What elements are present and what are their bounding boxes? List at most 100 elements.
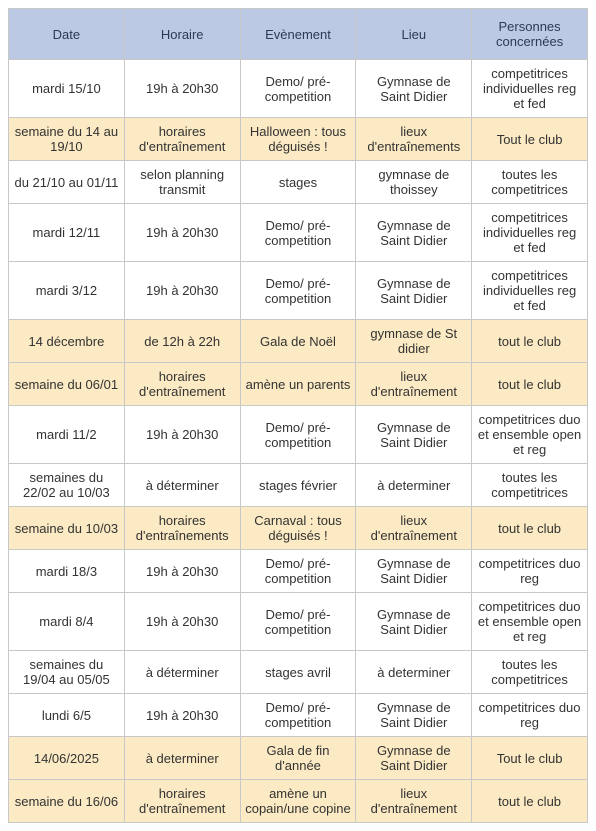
cell-personnes: Tout le club	[472, 118, 588, 161]
cell-lieu: Gymnase de Saint Didier	[356, 593, 472, 651]
cell-horaire: de 12h à 22h	[124, 320, 240, 363]
table-row: mardi 12/1119h à 20h30Demo/ pré-competit…	[9, 204, 588, 262]
table-row: lundi 6/519h à 20h30Demo/ pré-competitio…	[9, 694, 588, 737]
cell-evenement: Demo/ pré-competition	[240, 694, 356, 737]
cell-date: semaine du 16/06	[9, 780, 125, 823]
cell-date: mardi 12/11	[9, 204, 125, 262]
cell-lieu: Gymnase de Saint Didier	[356, 60, 472, 118]
cell-date: semaines du 19/04 au 05/05	[9, 651, 125, 694]
cell-horaire: 19h à 20h30	[124, 550, 240, 593]
cell-personnes: competitrices duo et ensemble open et re…	[472, 593, 588, 651]
cell-lieu: lieux d'entraînement	[356, 507, 472, 550]
cell-horaire: à déterminer	[124, 464, 240, 507]
cell-horaire: à déterminer	[124, 651, 240, 694]
table-row: semaine du 16/06horaires d'entraînementa…	[9, 780, 588, 823]
cell-date: mardi 3/12	[9, 262, 125, 320]
table-row: du 21/10 au 01/11selon planning transmit…	[9, 161, 588, 204]
cell-evenement: amène un parents	[240, 363, 356, 406]
col-header-lieu: Lieu	[356, 9, 472, 60]
cell-horaire: 19h à 20h30	[124, 262, 240, 320]
table-row: semaines du 22/02 au 10/03à déterminerst…	[9, 464, 588, 507]
cell-evenement: stages avril	[240, 651, 356, 694]
cell-evenement: Carnaval : tous déguisés !	[240, 507, 356, 550]
cell-personnes: competitrices individuelles reg et fed	[472, 262, 588, 320]
cell-date: semaine du 14 au 19/10	[9, 118, 125, 161]
cell-lieu: Gymnase de Saint Didier	[356, 694, 472, 737]
col-header-date: Date	[9, 9, 125, 60]
cell-personnes: competitrices duo et ensemble open et re…	[472, 406, 588, 464]
col-header-horaire: Horaire	[124, 9, 240, 60]
cell-personnes: competitrices duo reg	[472, 694, 588, 737]
cell-horaire: horaires d'entraînement	[124, 780, 240, 823]
cell-personnes: competitrices individuelles reg et fed	[472, 204, 588, 262]
cell-evenement: Demo/ pré-competition	[240, 262, 356, 320]
cell-lieu: Gymnase de Saint Didier	[356, 262, 472, 320]
table-row: 14/06/2025à determinerGala de fin d'anné…	[9, 737, 588, 780]
cell-horaire: 19h à 20h30	[124, 694, 240, 737]
cell-evenement: stages	[240, 161, 356, 204]
cell-lieu: à determiner	[356, 651, 472, 694]
cell-lieu: lieux d'entraînements	[356, 118, 472, 161]
cell-lieu: gymnase de St didier	[356, 320, 472, 363]
table-row: mardi 3/1219h à 20h30Demo/ pré-competiti…	[9, 262, 588, 320]
table-header: DateHoraireEvènementLieuPersonnes concer…	[9, 9, 588, 60]
cell-personnes: tout le club	[472, 363, 588, 406]
cell-personnes: toutes les competitrices	[472, 161, 588, 204]
table-row: semaine du 06/01horaires d'entraînementa…	[9, 363, 588, 406]
cell-date: semaine du 06/01	[9, 363, 125, 406]
cell-horaire: 19h à 20h30	[124, 593, 240, 651]
cell-personnes: tout le club	[472, 780, 588, 823]
cell-horaire: 19h à 20h30	[124, 60, 240, 118]
cell-date: du 21/10 au 01/11	[9, 161, 125, 204]
schedule-table: DateHoraireEvènementLieuPersonnes concer…	[8, 8, 588, 823]
cell-evenement: Gala de fin d'année	[240, 737, 356, 780]
cell-lieu: Gymnase de Saint Didier	[356, 406, 472, 464]
table-row: mardi 8/419h à 20h30Demo/ pré-competitio…	[9, 593, 588, 651]
cell-horaire: à determiner	[124, 737, 240, 780]
cell-evenement: Halloween : tous déguisés !	[240, 118, 356, 161]
cell-date: 14/06/2025	[9, 737, 125, 780]
cell-lieu: lieux d'entraînement	[356, 780, 472, 823]
cell-evenement: stages février	[240, 464, 356, 507]
table-body: mardi 15/1019h à 20h30Demo/ pré-competit…	[9, 60, 588, 823]
cell-evenement: Gala de Noël	[240, 320, 356, 363]
cell-evenement: Demo/ pré-competition	[240, 204, 356, 262]
cell-horaire: 19h à 20h30	[124, 204, 240, 262]
cell-personnes: tout le club	[472, 507, 588, 550]
table-row: mardi 15/1019h à 20h30Demo/ pré-competit…	[9, 60, 588, 118]
cell-date: semaines du 22/02 au 10/03	[9, 464, 125, 507]
col-header-evenement: Evènement	[240, 9, 356, 60]
table-row: 14 décembrede 12h à 22hGala de Noëlgymna…	[9, 320, 588, 363]
cell-lieu: gymnase de thoissey	[356, 161, 472, 204]
cell-evenement: Demo/ pré-competition	[240, 550, 356, 593]
cell-date: mardi 15/10	[9, 60, 125, 118]
col-header-personnes: Personnes concernées	[472, 9, 588, 60]
table-row: semaine du 10/03horaires d'entraînements…	[9, 507, 588, 550]
cell-lieu: Gymnase de Saint Didier	[356, 737, 472, 780]
cell-lieu: à determiner	[356, 464, 472, 507]
cell-lieu: Gymnase de Saint Didier	[356, 550, 472, 593]
cell-horaire: 19h à 20h30	[124, 406, 240, 464]
table-row: semaine du 14 au 19/10horaires d'entraîn…	[9, 118, 588, 161]
cell-lieu: Gymnase de Saint Didier	[356, 204, 472, 262]
cell-personnes: toutes les competitrices	[472, 651, 588, 694]
cell-evenement: Demo/ pré-competition	[240, 406, 356, 464]
cell-evenement: amène un copain/une copine	[240, 780, 356, 823]
cell-date: mardi 18/3	[9, 550, 125, 593]
table-row: semaines du 19/04 au 05/05à déterminerst…	[9, 651, 588, 694]
cell-date: mardi 11/2	[9, 406, 125, 464]
cell-date: semaine du 10/03	[9, 507, 125, 550]
cell-date: mardi 8/4	[9, 593, 125, 651]
cell-personnes: Tout le club	[472, 737, 588, 780]
cell-horaire: selon planning transmit	[124, 161, 240, 204]
cell-horaire: horaires d'entraînements	[124, 507, 240, 550]
cell-horaire: horaires d'entraînement	[124, 363, 240, 406]
cell-evenement: Demo/ pré-competition	[240, 593, 356, 651]
cell-lieu: lieux d'entraînement	[356, 363, 472, 406]
cell-personnes: tout le club	[472, 320, 588, 363]
cell-date: 14 décembre	[9, 320, 125, 363]
cell-personnes: competitrices individuelles reg et fed	[472, 60, 588, 118]
cell-evenement: Demo/ pré-competition	[240, 60, 356, 118]
cell-date: lundi 6/5	[9, 694, 125, 737]
table-row: mardi 11/219h à 20h30Demo/ pré-competiti…	[9, 406, 588, 464]
